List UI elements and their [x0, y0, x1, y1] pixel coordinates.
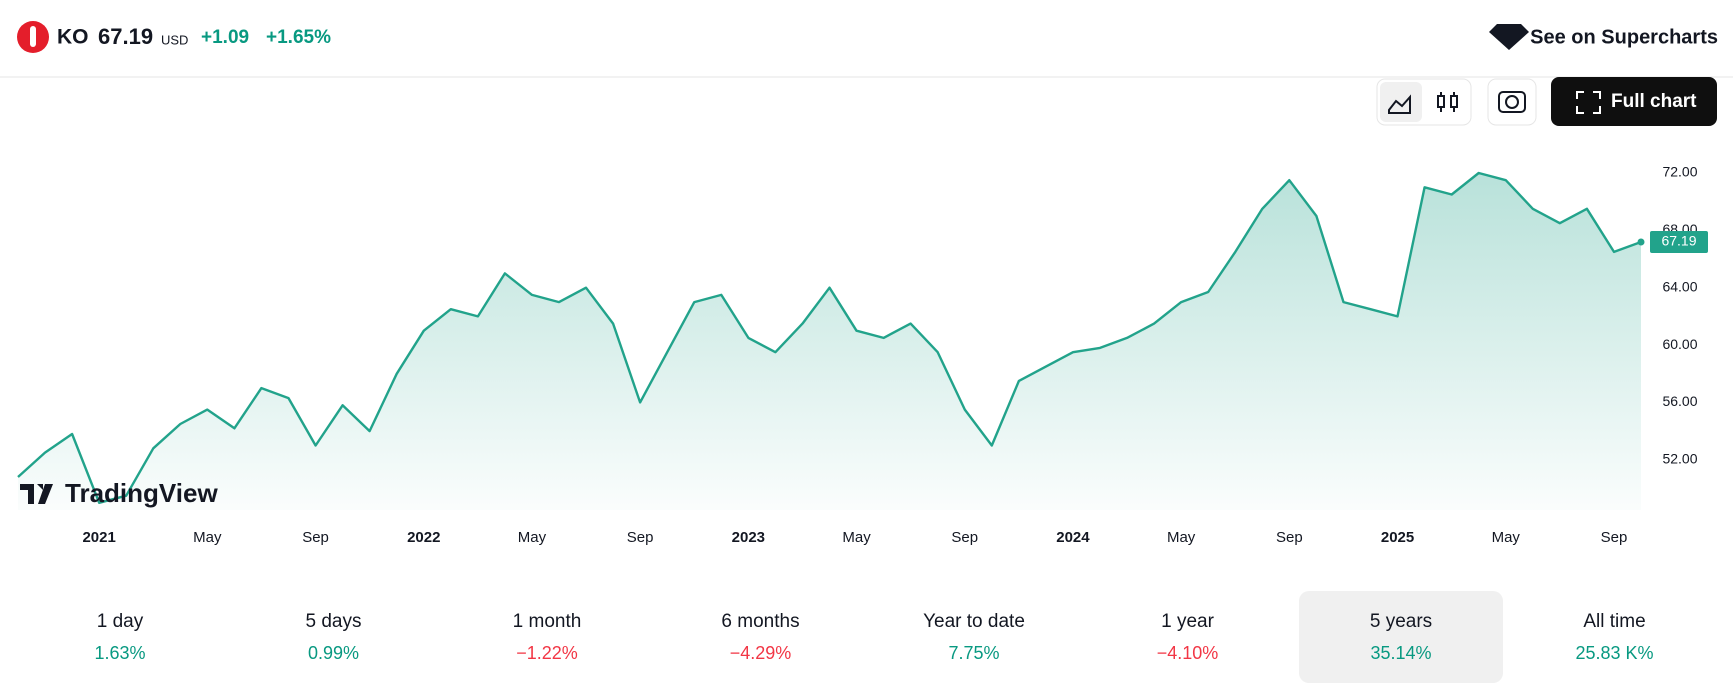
period-label: Year to date: [923, 611, 1025, 632]
full-chart-icon: [1576, 91, 1601, 114]
period-label: 6 months: [721, 611, 800, 632]
x-tick-label: 2025: [1381, 529, 1414, 546]
x-tick-label: May: [193, 529, 222, 546]
x-tick-label: Sep: [302, 529, 329, 546]
area-icon: [1388, 94, 1411, 114]
supercharts-link[interactable]: See on Supercharts: [1530, 26, 1718, 48]
y-tick-label: 60.00: [1662, 336, 1697, 352]
period-label: 1 year: [1161, 611, 1214, 632]
y-tick-label: 56.00: [1662, 393, 1697, 409]
period-change: 35.14%: [1370, 643, 1432, 663]
period-change: 1.63%: [94, 643, 146, 663]
x-tick-label: May: [518, 529, 547, 546]
period-tab[interactable]: 5 days 0.99%: [232, 591, 436, 683]
x-tick-label: Sep: [627, 529, 654, 546]
candle-icon-body: [1437, 95, 1445, 108]
period-tab[interactable]: Year to date 7.75%: [872, 591, 1076, 683]
x-tick-label: Sep: [1276, 529, 1303, 546]
currency: USD: [161, 32, 188, 47]
x-tick-label: Sep: [951, 529, 978, 546]
symbol-logo-glyph: [30, 26, 36, 47]
x-tick-label: May: [1167, 529, 1196, 546]
period-label: 1 month: [512, 611, 582, 632]
period-change: −1.22%: [516, 643, 578, 663]
candle-icon-body: [1450, 95, 1458, 108]
period-label: 5 years: [1369, 611, 1433, 632]
period-tab[interactable]: 1 month −1.22%: [445, 591, 649, 683]
period-tab[interactable]: 1 day 1.63%: [18, 591, 222, 683]
period-label: 5 days: [305, 611, 362, 632]
x-tick-label: May: [1492, 529, 1521, 546]
x-tick-label: 2024: [1056, 529, 1090, 546]
period-change: −4.29%: [729, 643, 792, 663]
x-tick-label: May: [842, 529, 871, 546]
period-label: 1 day: [96, 611, 144, 632]
symbol: KO: [57, 26, 89, 49]
x-tick-label: 2023: [732, 529, 765, 546]
chart: KO 67.19 USD +1.09 +1.65% See on Superch…: [0, 21, 1733, 546]
y-tick-label: 72.00: [1662, 164, 1697, 180]
change: +1.09: [201, 27, 249, 48]
period-tabs: 1 day 1.63% 5 days 0.99% 1 month −1.22% 6 mont…: [0, 591, 1733, 683]
period-label: All time: [1583, 611, 1646, 632]
period-change: −4.10%: [1156, 643, 1219, 663]
x-tick-label: 2021: [82, 529, 115, 546]
period-tab[interactable]: 5 years 35.14%: [1299, 591, 1503, 683]
full-chart-label[interactable]: Full chart: [1611, 91, 1697, 112]
y-tick-label: 64.00: [1662, 278, 1697, 294]
last-point: [1637, 238, 1645, 246]
price-line: [17, 171, 1642, 504]
period-change: 7.75%: [948, 643, 1000, 663]
last-value-badge: [1650, 230, 1708, 253]
change-percent: +1.65%: [266, 27, 331, 48]
period-change: 0.99%: [307, 643, 360, 663]
supercharts-icon[interactable]: [1489, 24, 1529, 50]
y-tick-label: 52.00: [1662, 451, 1697, 467]
area-type-button[interactable]: [1380, 82, 1422, 122]
brand-logo: [20, 484, 53, 504]
camera-lens: [1505, 95, 1519, 109]
period-change: 25.83 K%: [1575, 643, 1654, 663]
snapshot-button[interactable]: [1487, 78, 1537, 126]
brand: TradingView: [65, 478, 218, 508]
x-tick-label: Sep: [1601, 529, 1628, 546]
price: 67.19: [98, 24, 153, 49]
camera-icon: [1498, 91, 1526, 113]
x-tick-label: 2022: [407, 529, 440, 546]
period-tab[interactable]: 1 year −4.10%: [1086, 591, 1290, 683]
area-fill: [18, 173, 1641, 510]
period-tab[interactable]: All time 25.83 K%: [1513, 591, 1717, 683]
last-value-label: 67.19: [1661, 233, 1696, 249]
full-chart-button[interactable]: [1551, 77, 1717, 126]
period-tab[interactable]: 6 months −4.29%: [659, 591, 863, 683]
